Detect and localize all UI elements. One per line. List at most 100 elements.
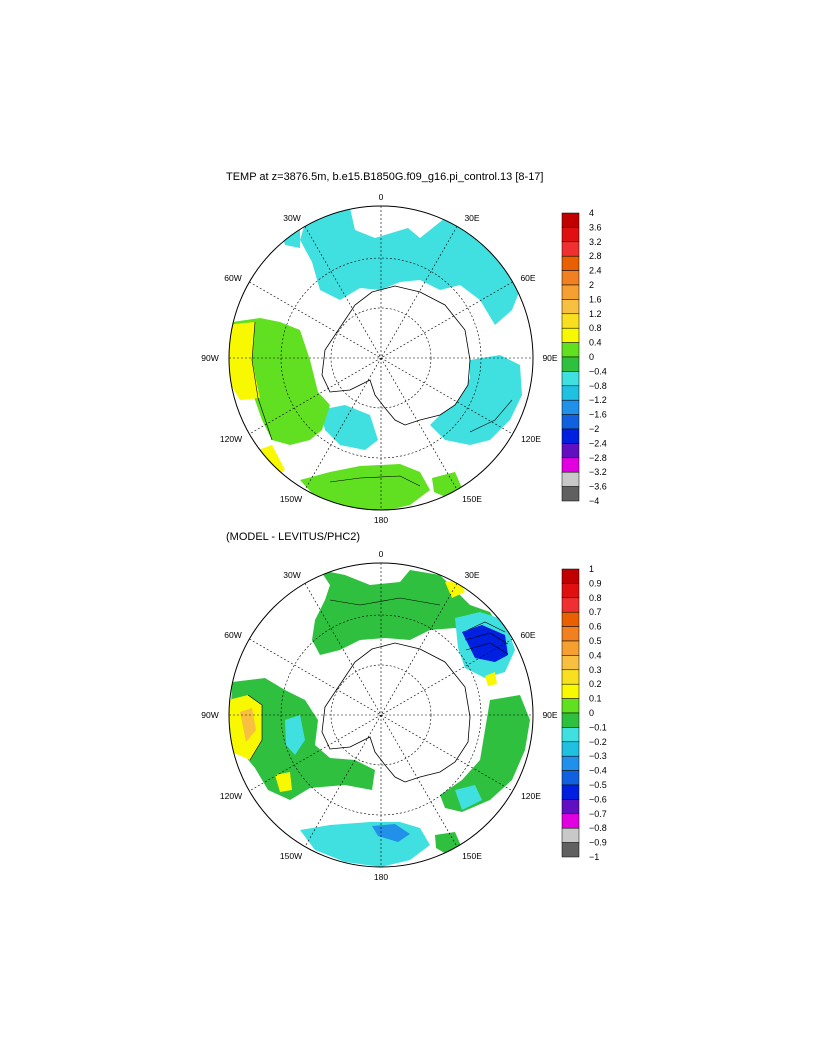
panel1-lon-labels: 0 30E 60E 90E 120E 150E 180 150W 120W 90… bbox=[201, 192, 558, 525]
colorbar-swatch bbox=[561, 428, 580, 444]
colorbar-swatch bbox=[561, 712, 580, 728]
panel1-green-region bbox=[300, 464, 430, 510]
panel2-contour bbox=[329, 597, 441, 606]
panel2-graticule bbox=[229, 563, 533, 867]
lon-label: 30W bbox=[283, 570, 300, 580]
colorbar-swatch bbox=[561, 827, 580, 843]
colorbar-tick-label: 4 bbox=[589, 208, 594, 218]
colorbar-tick-label: −0.1 bbox=[589, 722, 607, 732]
colorbar-tick-label: 2 bbox=[589, 280, 594, 290]
lon-label: 30E bbox=[464, 213, 479, 223]
lon-label: 60E bbox=[520, 630, 535, 640]
lon-label: 0 bbox=[379, 549, 384, 559]
lon-label: 60W bbox=[224, 630, 241, 640]
colorbar-swatch bbox=[561, 255, 580, 271]
colorbar-swatch bbox=[561, 227, 580, 243]
panel1-cyan-region bbox=[430, 355, 522, 445]
lon-label: 90E bbox=[542, 710, 557, 720]
colorbar-tick-label: −1 bbox=[589, 852, 599, 862]
colorbar-swatch bbox=[561, 755, 580, 771]
lon-label: 150W bbox=[280, 494, 302, 504]
panel2-antarctica bbox=[321, 642, 471, 783]
panel1-yellow-region bbox=[229, 322, 260, 400]
panel1-cyan-region bbox=[300, 208, 520, 325]
colorbar-tick-label: 0.6 bbox=[589, 622, 602, 632]
colorbar-swatch bbox=[561, 299, 580, 315]
panel2-cyan-region bbox=[300, 822, 430, 867]
lon-label: 90W bbox=[201, 710, 218, 720]
colorbar-tick-label: 0.7 bbox=[589, 607, 602, 617]
colorbar-tick-label: 2.4 bbox=[589, 266, 602, 276]
panel2-colorbar: 1 0.9 0.8 0.7 0.6 0.5 0.4 0.3 0.2 0.1 0 −0.1 −0.2 −0.… bbox=[561, 564, 607, 862]
panel2-yellow-region bbox=[485, 672, 497, 686]
lon-label: 120W bbox=[220, 434, 242, 444]
lon-label: 30E bbox=[464, 570, 479, 580]
colorbar-tick-label: 1.2 bbox=[589, 309, 602, 319]
lon-label: 0 bbox=[379, 192, 384, 202]
colorbar-swatch bbox=[561, 770, 580, 786]
colorbar-tick-label: −4 bbox=[589, 496, 599, 506]
colorbar-tick-label: 0.5 bbox=[589, 636, 602, 646]
panel2-green-region bbox=[440, 695, 530, 812]
colorbar-swatch bbox=[561, 270, 580, 286]
colorbar-tick-label: 2.8 bbox=[589, 251, 602, 261]
panel1-green-region bbox=[230, 318, 330, 445]
colorbar-tick-label: −2.8 bbox=[589, 453, 607, 463]
panel1-contour bbox=[329, 475, 421, 487]
panel2-blue-region bbox=[372, 824, 410, 842]
colorbar-swatch bbox=[561, 284, 580, 300]
colorbar-tick-label: −0.5 bbox=[589, 780, 607, 790]
colorbar-tick-label: −0.2 bbox=[589, 737, 607, 747]
colorbar-tick-label: −0.8 bbox=[589, 381, 607, 391]
panel2-contour bbox=[247, 694, 263, 761]
colorbar-swatch bbox=[561, 212, 580, 228]
lon-label: 120E bbox=[521, 791, 541, 801]
lon-label: 120E bbox=[521, 434, 541, 444]
colorbar-swatch bbox=[561, 799, 580, 815]
colorbar-tick-label: 0.1 bbox=[589, 694, 602, 704]
panel1-field bbox=[229, 208, 522, 510]
panel2-blue-region bbox=[462, 625, 508, 662]
colorbar-tick-label: 0.4 bbox=[589, 650, 602, 660]
colorbar-swatch bbox=[561, 842, 580, 858]
panel1-cyan-region bbox=[320, 405, 378, 450]
colorbar-swatch bbox=[561, 471, 580, 487]
colorbar-tick-label: −1.6 bbox=[589, 410, 607, 420]
panel1-title: TEMP at z=3876.5m, b.e15.B1850G.f09_g16.… bbox=[226, 171, 544, 183]
panel1-antarctica bbox=[321, 285, 471, 426]
colorbar-swatch bbox=[561, 655, 580, 671]
colorbar-tick-label: 0.3 bbox=[589, 665, 602, 675]
panel1-green-region bbox=[432, 472, 462, 498]
colorbar-tick-label: −2 bbox=[589, 424, 599, 434]
colorbar-swatch bbox=[561, 371, 580, 387]
colorbar-tick-label: −0.7 bbox=[589, 809, 607, 819]
colorbar-tick-label: 0.2 bbox=[589, 679, 602, 689]
colorbar-swatch bbox=[561, 741, 580, 757]
colorbar-swatch bbox=[561, 457, 580, 473]
lon-label: 150E bbox=[462, 494, 482, 504]
colorbar-swatch bbox=[561, 784, 580, 800]
colorbar-tick-label: −0.4 bbox=[589, 366, 607, 376]
colorbar-tick-label: −0.9 bbox=[589, 838, 607, 848]
panel2-title: (MODEL - LEVITUS/PHC2) bbox=[226, 531, 361, 543]
colorbar-tick-label: 1.6 bbox=[589, 294, 602, 304]
colorbar-tick-label: 0.8 bbox=[589, 323, 602, 333]
panel2-contour bbox=[464, 621, 509, 655]
panel1-map-boundary bbox=[228, 205, 534, 511]
colorbar-tick-label: −0.3 bbox=[589, 751, 607, 761]
panel2-field bbox=[229, 570, 530, 867]
colorbar-swatch bbox=[561, 356, 580, 372]
colorbar-swatch bbox=[561, 597, 580, 613]
panel1-graticule bbox=[229, 206, 533, 510]
colorbar-tick-label: 0.4 bbox=[589, 338, 602, 348]
colorbar-swatch bbox=[561, 683, 580, 699]
colorbar-tick-label: −2.4 bbox=[589, 438, 607, 448]
colorbar-swatch bbox=[561, 611, 580, 627]
colorbar-swatch bbox=[561, 414, 580, 430]
colorbar-tick-label: 0.8 bbox=[589, 593, 602, 603]
lon-label: 180 bbox=[374, 872, 388, 882]
colorbar-swatch bbox=[561, 813, 580, 829]
panel1-contour bbox=[469, 399, 513, 433]
panel1-contour bbox=[251, 321, 273, 441]
panel2-orange-region bbox=[240, 708, 256, 742]
